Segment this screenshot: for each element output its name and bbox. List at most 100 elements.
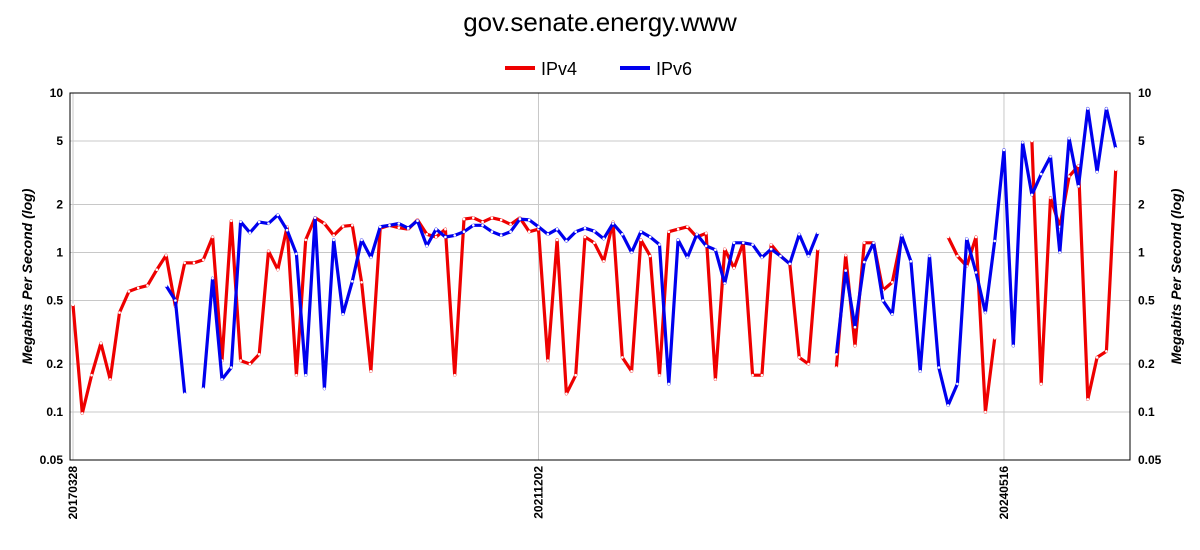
y-axis-right: 0.05 0.1 0.2 0.5 1 2 5 10 — [1138, 86, 1162, 467]
y-tick-label-right: 5 — [1138, 134, 1145, 148]
x-tick-label: 20211202 — [531, 466, 545, 519]
data-point-ipv6 — [1077, 185, 1080, 188]
data-point-ipv4 — [257, 353, 261, 356]
y-tick-label-right: 0.05 — [1138, 453, 1162, 467]
data-point-ipv6 — [202, 387, 205, 391]
data-point-ipv6 — [425, 244, 429, 248]
data-point-ipv4 — [341, 225, 345, 228]
data-point-ipv4 — [462, 217, 466, 221]
data-point-ipv6 — [472, 224, 475, 227]
data-point-ipv4 — [676, 227, 680, 231]
data-point-ipv6 — [499, 234, 503, 237]
data-point-ipv4 — [760, 373, 764, 377]
y-tick-label-left: 0.05 — [40, 453, 64, 467]
y-tick-label-left: 1 — [56, 245, 63, 259]
data-point-ipv6 — [686, 256, 689, 259]
data-point-ipv4 — [732, 266, 736, 270]
data-point-ipv4 — [984, 410, 987, 414]
data-point-ipv6 — [974, 271, 978, 274]
data-point-ipv4 — [835, 366, 838, 369]
data-point-ipv4 — [602, 260, 605, 263]
data-point-ipv6 — [593, 229, 596, 233]
y-axis-title-left: Megabits Per Second (log) — [19, 188, 35, 364]
series-line-ipv4 — [1030, 140, 1118, 401]
data-point-ipv6 — [211, 276, 214, 280]
data-point-ipv6 — [406, 226, 410, 230]
y-tick-label-right: 2 — [1138, 197, 1145, 211]
legend: IPv4 IPv6 — [505, 59, 692, 79]
data-point-ipv4 — [239, 359, 242, 362]
data-point-ipv4 — [704, 232, 708, 235]
data-point-ipv6 — [695, 233, 699, 236]
data-point-ipv6 — [323, 387, 326, 391]
data-point-ipv4 — [108, 378, 112, 381]
x-tick-label: 20170328 — [66, 466, 80, 520]
data-point-ipv6 — [769, 247, 773, 251]
data-point-ipv6 — [751, 243, 754, 246]
data-point-ipv6 — [257, 220, 261, 224]
data-point-ipv6 — [732, 241, 736, 245]
data-point-ipv6 — [816, 231, 820, 234]
data-point-ipv6 — [1067, 137, 1071, 140]
data-point-ipv4 — [555, 238, 559, 242]
data-point-ipv4 — [863, 241, 866, 245]
data-point-ipv4 — [583, 235, 587, 239]
data-point-ipv4 — [155, 268, 159, 272]
y-tick-label-right: 0.5 — [1138, 294, 1155, 308]
series-layer — [71, 106, 1118, 415]
data-point-ipv6 — [1039, 172, 1043, 176]
data-point-ipv6 — [378, 225, 382, 229]
data-point-ipv4 — [90, 373, 93, 377]
data-point-ipv6 — [630, 251, 633, 254]
y-tick-label-right: 10 — [1138, 86, 1152, 100]
data-point-ipv4 — [397, 226, 401, 229]
legend-label-ipv4: IPv4 — [541, 59, 577, 79]
data-point-ipv6 — [1030, 193, 1034, 197]
legend-label-ipv6: IPv6 — [656, 59, 692, 79]
data-point-ipv6 — [1002, 148, 1006, 152]
data-point-ipv6 — [416, 219, 419, 223]
data-point-ipv4 — [323, 222, 326, 225]
data-point-ipv6 — [984, 311, 987, 314]
data-point-ipv4 — [351, 224, 354, 227]
y-tick-label-left: 0.1 — [46, 405, 63, 419]
data-point-ipv6 — [546, 233, 550, 236]
series-ipv6 — [164, 106, 1118, 407]
data-point-ipv6 — [183, 392, 186, 396]
data-point-ipv4 — [956, 254, 959, 258]
data-point-ipv6 — [1095, 170, 1099, 174]
data-point-ipv6 — [760, 256, 764, 259]
chart-title: gov.senate.energy.www — [463, 7, 737, 37]
data-point-ipv4 — [230, 219, 233, 223]
data-point-ipv6 — [648, 235, 652, 239]
data-point-ipv4 — [71, 303, 75, 307]
data-point-ipv6 — [891, 313, 894, 316]
data-point-ipv4 — [499, 218, 503, 222]
data-point-ipv6 — [667, 382, 671, 386]
data-point-ipv4 — [304, 238, 308, 242]
data-point-ipv4 — [593, 241, 596, 245]
data-point-ipv6 — [937, 366, 941, 369]
y-tick-label-left: 0.2 — [46, 357, 63, 371]
data-point-ipv6 — [518, 217, 522, 221]
data-point-ipv6 — [1086, 107, 1090, 110]
data-point-ipv6 — [490, 230, 494, 233]
data-point-ipv4 — [267, 249, 270, 253]
data-point-ipv4 — [723, 247, 726, 251]
data-point-ipv4 — [360, 281, 363, 284]
data-point-ipv4 — [425, 233, 429, 236]
data-point-ipv4 — [509, 223, 512, 226]
data-point-ipv4 — [630, 370, 633, 373]
data-point-ipv6 — [956, 382, 959, 386]
data-point-ipv4 — [332, 234, 336, 237]
data-point-ipv6 — [276, 213, 280, 217]
y-tick-label-right: 0.1 — [1138, 405, 1155, 419]
data-point-ipv4 — [769, 243, 773, 246]
data-point-ipv4 — [621, 356, 624, 359]
data-point-ipv6 — [164, 284, 168, 287]
data-point-ipv6 — [788, 262, 792, 266]
data-point-ipv4 — [565, 392, 568, 396]
y-tick-label-right: 1 — [1138, 245, 1145, 259]
data-point-ipv6 — [779, 254, 782, 258]
